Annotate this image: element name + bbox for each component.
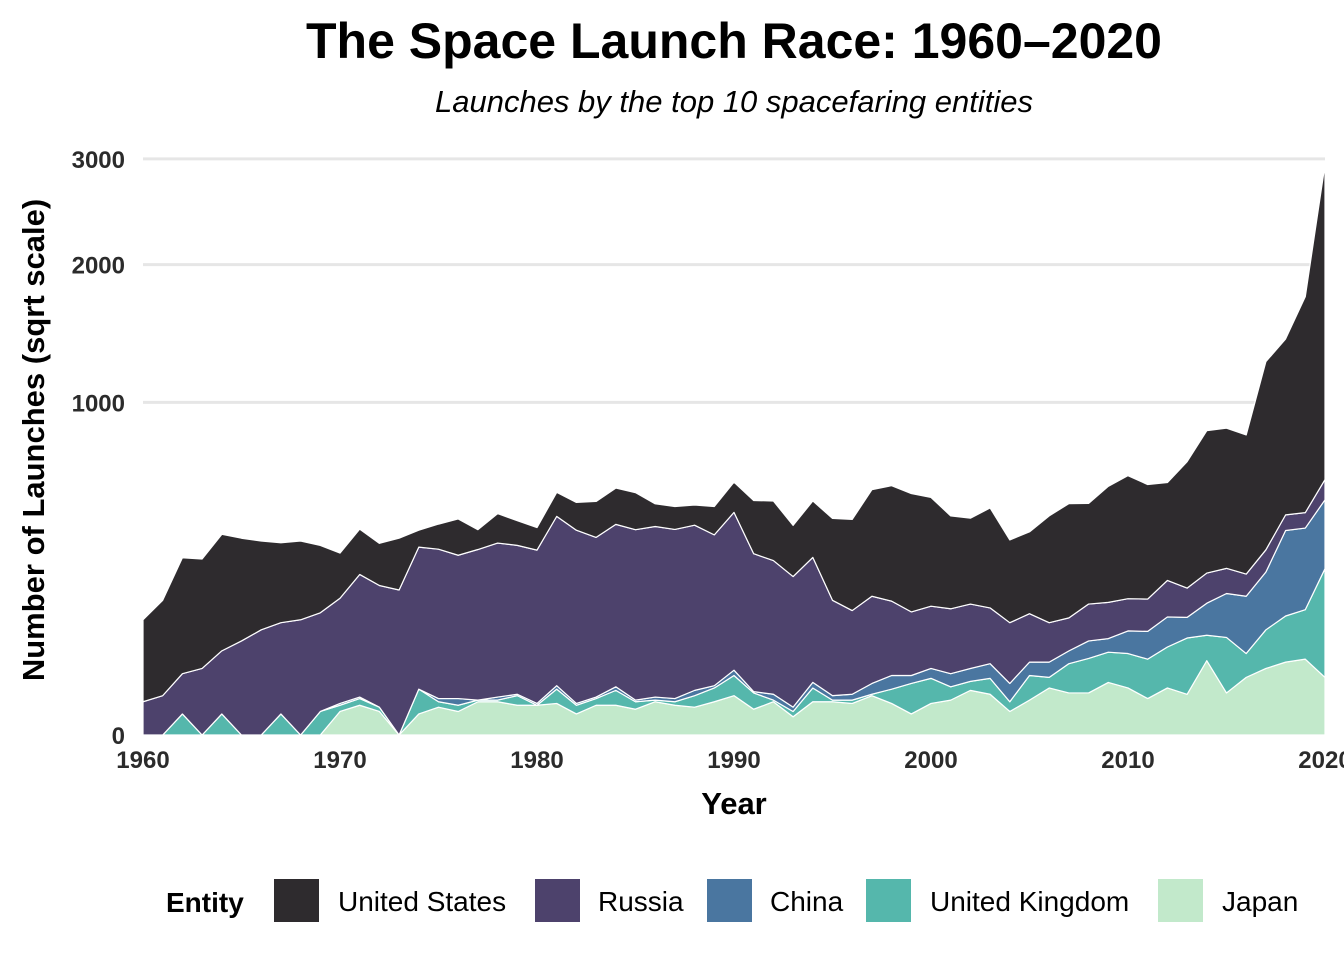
x-tick-label: 1990: [707, 747, 760, 774]
legend-key-united-kingdom: [866, 879, 911, 922]
y-axis-title: Number of Launches (sqrt scale): [16, 199, 51, 681]
legend: Entity United States Russia China United Ki…: [166, 879, 1298, 922]
x-tick-label: 1980: [510, 747, 563, 774]
stacked-areas: [142, 164, 1326, 736]
area-united-states: [142, 164, 1326, 703]
x-tick-label: 2010: [1101, 747, 1154, 774]
y-tick-label: 2000: [72, 253, 125, 280]
legend-key-russia: [535, 879, 580, 922]
x-tick-label: 2000: [904, 747, 957, 774]
legend-key-japan: [1158, 879, 1203, 922]
legend-title: Entity: [166, 887, 244, 918]
x-axis-ticks: 1960 1970 1980 1990 2000 2010 2020: [116, 747, 1344, 774]
legend-key-china: [707, 879, 752, 922]
y-tick-label: 0: [112, 723, 125, 750]
legend-label-china: China: [770, 886, 844, 917]
y-tick-label: 1000: [72, 390, 125, 417]
x-tick-label: 1970: [313, 747, 366, 774]
grid-lines: [143, 157, 1325, 404]
legend-label-russia: Russia: [598, 886, 684, 917]
chart-title: The Space Launch Race: 1960–2020: [306, 13, 1162, 69]
y-axis-ticks: 0 1000 2000 3000: [72, 147, 125, 750]
chart-subtitle: Launches by the top 10 spacefaring entit…: [435, 84, 1033, 119]
x-tick-label: 1960: [116, 747, 169, 774]
y-tick-label: 3000: [72, 147, 125, 174]
x-axis-title: Year: [701, 786, 767, 821]
legend-label-united-states: United States: [338, 886, 506, 917]
legend-label-united-kingdom: United Kingdom: [930, 886, 1129, 917]
legend-label-japan: Japan: [1222, 886, 1298, 917]
legend-key-united-states: [274, 879, 319, 922]
x-tick-label: 2020: [1298, 747, 1344, 774]
